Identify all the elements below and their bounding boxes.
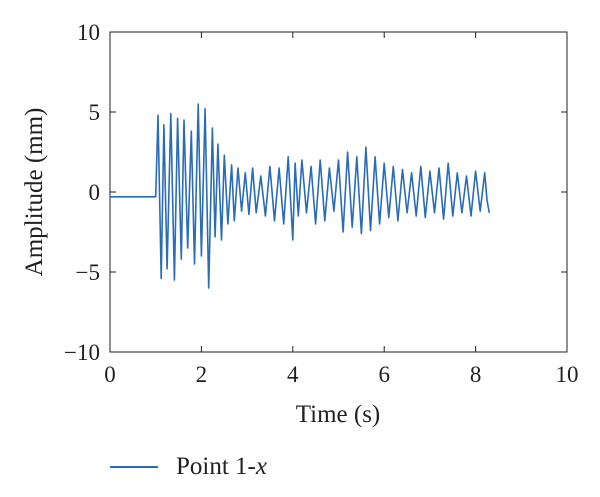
- legend-label: Point 1-x: [176, 453, 267, 480]
- y-tick-label: −10: [64, 340, 100, 365]
- x-tick-label: 8: [470, 362, 482, 387]
- x-tick-label: 4: [287, 362, 299, 387]
- plot-area-frame: [109, 31, 568, 353]
- y-axis-ticks: 10 5 0 −5 −10: [64, 20, 567, 365]
- x-tick-label: 10: [556, 362, 579, 387]
- x-tick-label: 2: [196, 362, 208, 387]
- y-tick-label: 5: [89, 100, 101, 125]
- x-tick-label: 6: [378, 362, 390, 387]
- legend-line-swatch: [110, 466, 158, 468]
- y-axis-label: Amplitude (mm): [21, 108, 48, 277]
- y-tick-label: 10: [77, 20, 100, 45]
- x-axis-label: Time (s): [296, 401, 381, 428]
- x-axis-ticks: 0 2 4 6 8 10: [104, 32, 579, 387]
- legend: Point 1-x: [110, 452, 267, 482]
- amplitude-time-chart: 0 2 4 6 8 10 10 5 0 −5 −10 Time (s) Amplitude (mm…: [21, 20, 579, 428]
- y-tick-label: 0: [89, 180, 101, 205]
- x-tick-label: 0: [104, 362, 116, 387]
- y-tick-label: −5: [76, 260, 100, 285]
- series-line-point-1-x: [110, 103, 491, 289]
